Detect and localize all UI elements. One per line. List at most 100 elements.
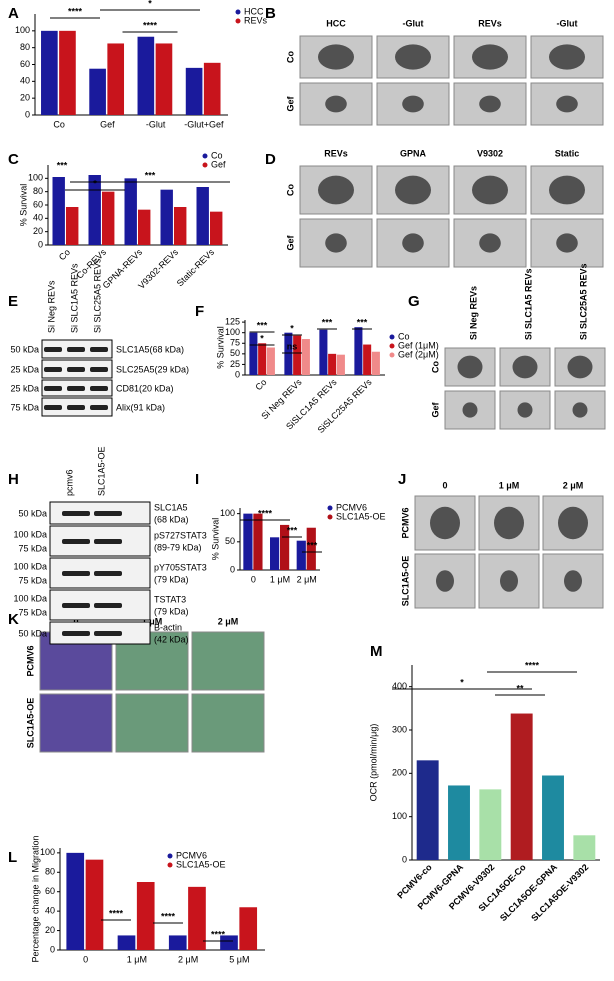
bar bbox=[319, 329, 328, 375]
band-label: (79 kDa) bbox=[154, 574, 189, 584]
y-tick-label: 100 bbox=[225, 327, 240, 337]
band-label: Alix(91 kDa) bbox=[116, 402, 165, 412]
column-header: Si SLC25A5 REVs bbox=[578, 263, 588, 340]
legend-label: Gef (2μM) bbox=[398, 349, 439, 359]
y-tick-label: 40 bbox=[33, 213, 43, 223]
column-header: 2 μM bbox=[563, 480, 584, 490]
row-label: SLC1A5-OE bbox=[400, 556, 410, 607]
bar bbox=[510, 713, 533, 860]
y-axis-label: % Survival bbox=[18, 184, 28, 227]
significance: * bbox=[290, 323, 294, 333]
bar bbox=[66, 207, 79, 245]
band-label: B-actin bbox=[154, 622, 182, 632]
y-tick-label: 400 bbox=[392, 681, 407, 691]
significance: **** bbox=[258, 508, 273, 518]
bar bbox=[371, 351, 380, 375]
band bbox=[94, 603, 122, 608]
x-tick-label: 0 bbox=[251, 574, 256, 584]
mw-marker: 75 kDa bbox=[10, 402, 39, 412]
column-header: Si SLC1A5 REVs bbox=[523, 268, 533, 340]
spheroid bbox=[436, 570, 454, 592]
bar bbox=[239, 907, 258, 950]
bar bbox=[107, 43, 125, 116]
spheroid bbox=[325, 233, 347, 253]
row-label: Gef bbox=[285, 96, 295, 112]
column-header: V9302 bbox=[477, 148, 503, 158]
y-tick-label: 60 bbox=[20, 59, 30, 69]
legend-label: HCC bbox=[244, 6, 264, 16]
band bbox=[62, 539, 90, 544]
x-tick-label: 2 μM bbox=[178, 954, 198, 964]
y-axis-label: % Survival bbox=[215, 326, 225, 369]
bar bbox=[573, 835, 596, 860]
legend-marker bbox=[167, 853, 173, 859]
x-tick-label: 5 μM bbox=[229, 954, 249, 964]
row-label: Co bbox=[285, 184, 295, 196]
bar bbox=[270, 537, 280, 570]
mw-marker: 25 kDa bbox=[10, 383, 39, 393]
y-tick-label: 100 bbox=[392, 811, 407, 821]
bar bbox=[336, 354, 345, 375]
band-label: TSTAT3 bbox=[154, 594, 186, 604]
lane-label: Si SLC1A5 REVs bbox=[69, 263, 79, 333]
column-header: 1 μM bbox=[142, 616, 163, 626]
legend-label: PCMV6 bbox=[176, 850, 207, 860]
column-header: Static bbox=[555, 148, 580, 158]
column-header: -Glut bbox=[403, 18, 424, 28]
panel-letter: I bbox=[195, 471, 199, 488]
x-tick-label: 2 μM bbox=[297, 574, 317, 584]
y-tick-label: 0 bbox=[25, 109, 30, 119]
significance: **** bbox=[525, 660, 540, 670]
micrograph bbox=[299, 218, 373, 268]
bar bbox=[160, 189, 173, 245]
significance: **** bbox=[161, 911, 176, 921]
bar bbox=[89, 68, 106, 115]
mw-marker: 75 kDa bbox=[18, 543, 47, 553]
legend-marker bbox=[202, 162, 208, 168]
y-tick-label: 20 bbox=[45, 925, 55, 935]
significance: *** bbox=[322, 317, 333, 327]
x-tick-label: Co bbox=[53, 119, 65, 129]
y-axis-label: % Survival bbox=[210, 518, 220, 561]
significance: * bbox=[93, 178, 97, 188]
row-label: PCMV6 bbox=[400, 507, 410, 538]
significance: *** bbox=[287, 525, 298, 535]
spheroid bbox=[494, 506, 524, 540]
row-label: Gef bbox=[285, 235, 295, 251]
bar bbox=[168, 935, 187, 950]
bar bbox=[136, 882, 155, 950]
panel-letter: A bbox=[8, 5, 19, 22]
column-header: HCC bbox=[326, 18, 346, 28]
band-label: CD81(20 kDa) bbox=[116, 383, 174, 393]
band bbox=[94, 571, 122, 576]
y-tick-label: 0 bbox=[235, 369, 240, 379]
y-axis-label: OCR (pmol/min/μg) bbox=[368, 724, 378, 802]
spheroid bbox=[556, 233, 578, 253]
spheroid bbox=[500, 570, 518, 592]
legend-label: Co bbox=[398, 331, 410, 341]
significance: *** bbox=[307, 540, 318, 550]
mw-marker: 100 kDa bbox=[13, 561, 47, 571]
mw-marker: 75 kDa bbox=[18, 575, 47, 585]
y-tick-label: 0 bbox=[230, 564, 235, 574]
y-tick-label: 80 bbox=[33, 186, 43, 196]
bar bbox=[266, 347, 275, 375]
panel-letter: H bbox=[8, 471, 19, 488]
spheroid bbox=[479, 233, 501, 253]
significance: *** bbox=[257, 320, 268, 330]
significance: * bbox=[148, 0, 152, 8]
bar bbox=[52, 177, 65, 245]
column-header: GPNA bbox=[400, 148, 427, 158]
legend-marker bbox=[389, 334, 395, 340]
legend-marker bbox=[389, 352, 395, 358]
mw-marker: 100 kDa bbox=[13, 593, 47, 603]
mw-marker: 50 kDa bbox=[18, 508, 47, 518]
x-tick-label: 1 μM bbox=[270, 574, 290, 584]
spheroid bbox=[402, 95, 424, 113]
spheroid bbox=[567, 355, 593, 379]
spheroid bbox=[517, 402, 533, 418]
column-header: 1 μM bbox=[499, 480, 520, 490]
row-label: Co bbox=[430, 361, 440, 373]
y-tick-label: 125 bbox=[225, 316, 240, 326]
x-tick-label: 0 bbox=[83, 954, 88, 964]
